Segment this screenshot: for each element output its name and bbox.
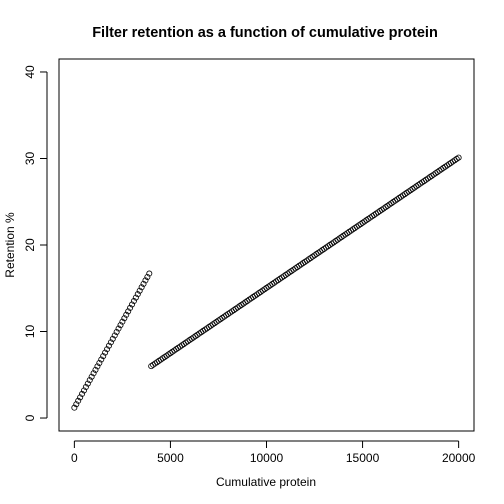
data-point (140, 280, 147, 287)
data-point (136, 287, 143, 294)
data-point (88, 373, 95, 380)
data-point (98, 356, 105, 363)
data-point (84, 380, 91, 387)
data-point (125, 308, 132, 315)
data-point (144, 273, 151, 280)
y-tick-label: 40 (23, 65, 37, 79)
data-point (73, 401, 80, 408)
data-point (111, 332, 118, 339)
data-point (71, 404, 78, 411)
data-point (121, 315, 128, 322)
data-point (105, 342, 112, 349)
data-point (107, 339, 114, 346)
data-point (79, 390, 86, 397)
data-point (115, 325, 122, 332)
chart-title: Filter retention as a function of cumula… (92, 25, 438, 41)
y-axis: 0 10 20 30 40 (23, 65, 48, 421)
x-axis-label: Cumulative protein (216, 475, 316, 489)
data-point (117, 322, 124, 329)
data-point (92, 366, 99, 373)
data-point (123, 311, 130, 318)
x-tick-label: 15000 (346, 451, 380, 465)
data-point (127, 304, 134, 311)
data-point (100, 353, 107, 360)
y-tick-label: 20 (23, 238, 37, 252)
data-point (86, 377, 93, 384)
data-point (82, 384, 89, 391)
data-point (75, 397, 82, 404)
data-point (138, 284, 145, 291)
data-point (102, 349, 109, 356)
data-point (119, 318, 126, 325)
data-point (113, 328, 120, 335)
data-point (104, 346, 111, 353)
data-point (109, 335, 116, 342)
data-point (90, 370, 97, 377)
x-tick-label: 20000 (442, 451, 476, 465)
data-point (77, 394, 84, 401)
data-point (96, 359, 103, 366)
plot-frame (58, 58, 475, 432)
x-tick-label: 0 (71, 451, 78, 465)
data-point (455, 154, 462, 161)
y-tick-label: 0 (23, 414, 37, 421)
data-point (129, 301, 136, 308)
y-tick-label: 30 (23, 151, 37, 165)
data-point (80, 387, 87, 394)
x-tick-label: 5000 (157, 451, 184, 465)
data-points (71, 154, 462, 411)
y-tick-label: 10 (23, 325, 37, 339)
y-axis-label: Retention % (3, 212, 17, 278)
data-point (146, 270, 153, 277)
x-axis: 0 5000 10000 15000 20000 (71, 440, 476, 465)
data-point (130, 298, 137, 305)
x-tick-label: 10000 (250, 451, 284, 465)
data-point (132, 294, 139, 301)
data-point (142, 277, 149, 284)
data-point (134, 291, 141, 298)
data-point (94, 363, 101, 370)
